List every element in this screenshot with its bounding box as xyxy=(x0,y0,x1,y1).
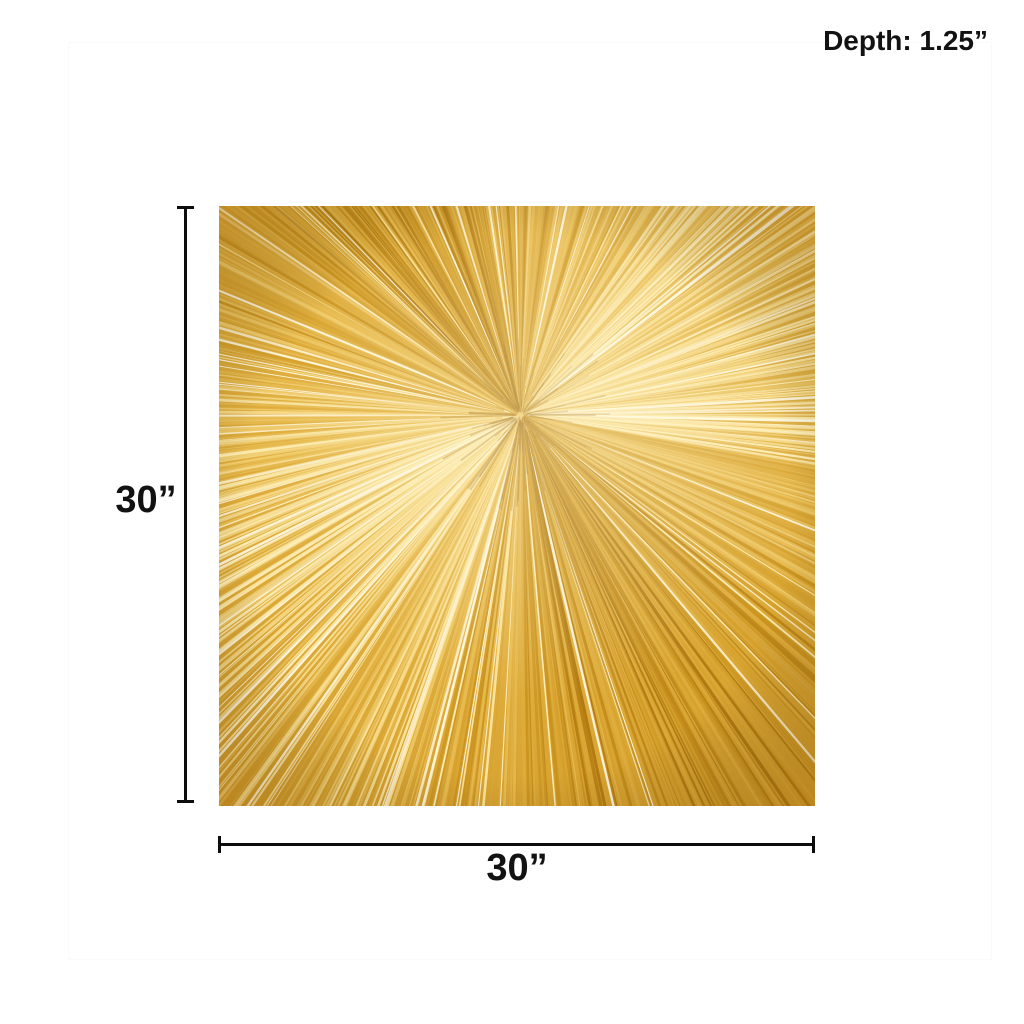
height-dimension-cap-top xyxy=(177,206,194,209)
sunburst-texture xyxy=(219,206,815,806)
height-dimension-line xyxy=(184,207,187,803)
width-dimension-line xyxy=(219,843,815,846)
height-label: 30” xyxy=(115,479,177,521)
depth-label: Depth: 1.25” xyxy=(823,25,988,56)
sunburst-artwork xyxy=(219,206,815,806)
width-dimension-cap-left xyxy=(218,836,221,853)
width-label: 30” xyxy=(486,847,548,889)
width-dimension-cap-right xyxy=(812,836,815,853)
height-dimension-cap-bottom xyxy=(177,800,194,803)
